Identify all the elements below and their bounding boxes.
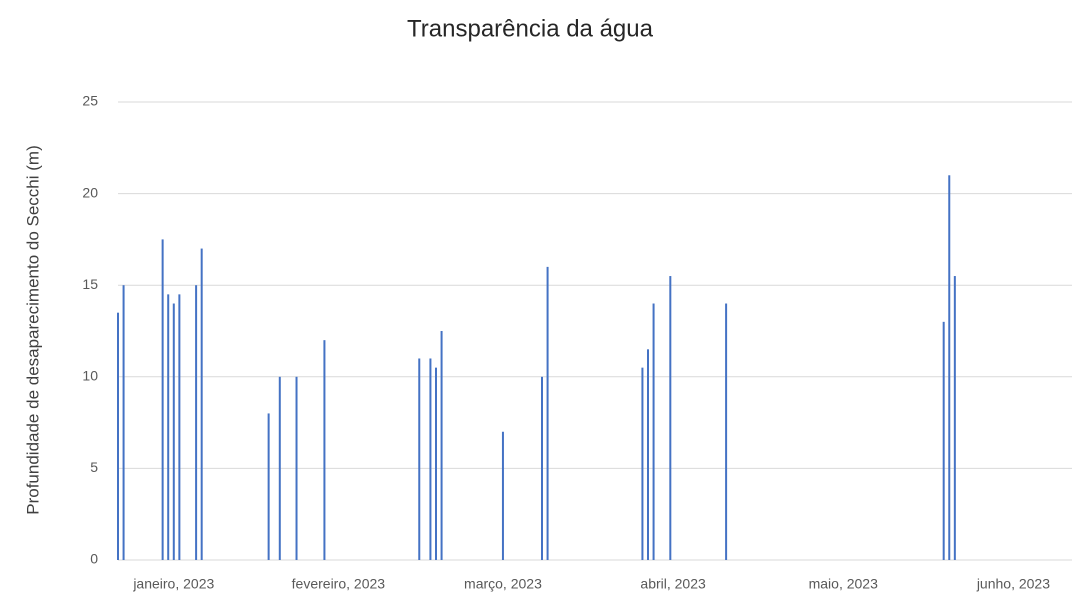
y-tick-label: 10: [82, 368, 98, 384]
bar: [725, 303, 728, 560]
bar: [278, 376, 281, 560]
bar: [546, 266, 549, 560]
x-tick-label: março, 2023: [464, 576, 542, 592]
bar: [418, 358, 421, 560]
bar: [161, 239, 164, 560]
bar: [953, 276, 956, 560]
x-tick-label: fevereiro, 2023: [292, 576, 386, 592]
x-tick-label: abril, 2023: [640, 576, 706, 592]
bar: [652, 303, 655, 560]
bar: [122, 285, 125, 560]
bar: [323, 340, 326, 560]
bar: [501, 431, 504, 560]
y-tick-label: 25: [82, 93, 98, 109]
bar: [178, 294, 181, 560]
x-tick-label: maio, 2023: [809, 576, 878, 592]
bar: [117, 312, 119, 560]
bar: [295, 376, 298, 560]
bar: [172, 303, 175, 560]
bar: [440, 331, 443, 560]
bar: [541, 376, 543, 560]
bar: [948, 175, 951, 560]
chart-title: Transparência da água: [407, 15, 654, 42]
x-tick-label: junho, 2023: [976, 576, 1050, 592]
bar: [435, 367, 437, 560]
bar: [200, 248, 203, 560]
bar: [647, 349, 649, 560]
y-tick-label: 20: [82, 184, 98, 200]
bar: [641, 367, 644, 560]
x-tick-label: janeiro, 2023: [132, 576, 214, 592]
y-tick-label: 0: [90, 551, 98, 567]
bar: [429, 358, 432, 560]
bar: [942, 321, 945, 560]
bar: [267, 413, 270, 560]
bar: [669, 276, 672, 560]
y-tick-label: 5: [90, 459, 98, 475]
y-axis-title: Profundidade de desaparecimento do Secch…: [23, 145, 42, 515]
bar: [167, 294, 170, 560]
bar: [195, 285, 198, 560]
y-tick-label: 15: [82, 276, 98, 292]
